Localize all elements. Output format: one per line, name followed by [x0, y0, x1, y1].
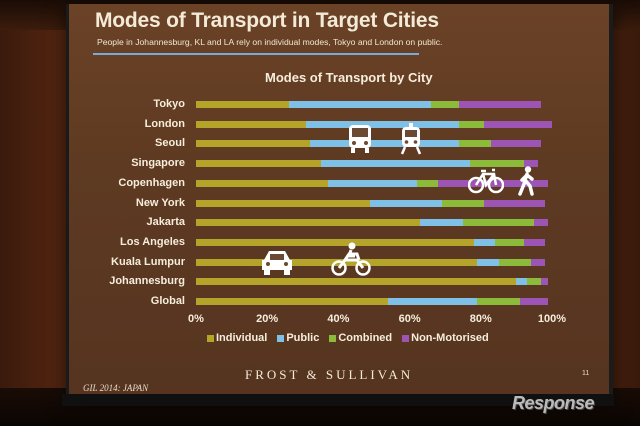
brand-wordmark: FROST & SULLIVAN — [245, 367, 414, 382]
category-label: Singapore — [131, 157, 185, 170]
bar-individual — [196, 120, 307, 128]
title-underline — [93, 53, 419, 55]
x-tick-label: 40% — [327, 313, 350, 325]
bar-public — [306, 120, 460, 128]
bar-non-motorised — [534, 219, 549, 227]
category-label: Seoul — [155, 137, 185, 150]
legend-swatch-combined — [329, 334, 337, 342]
bar-non-motorised — [484, 120, 552, 128]
category-label: Johannesburg — [109, 275, 185, 288]
bar-public — [473, 238, 496, 246]
bar-public — [327, 179, 417, 187]
legend-swatch-individual — [207, 334, 214, 342]
bar-individual — [196, 298, 389, 305]
x-tick-label: 60% — [398, 313, 421, 325]
bar-combined — [416, 179, 439, 187]
bar-public — [370, 199, 442, 207]
bar-non-motorised — [541, 278, 549, 286]
x-tick-label: 20% — [256, 313, 279, 325]
category-label: New York — [135, 196, 185, 209]
bar-individual — [196, 160, 321, 168]
bar-non-motorised — [459, 101, 542, 108]
motorcycle-icon — [331, 242, 371, 276]
x-tick-label: 0% — [188, 313, 204, 325]
legend-label-non-motorised: Non-Motorised — [411, 332, 489, 344]
bar-combined — [527, 278, 542, 286]
bar-individual — [196, 179, 328, 187]
legend-label-public: Public — [286, 332, 320, 344]
pedestrian-icon — [518, 166, 534, 196]
category-label: Los Angeles — [120, 235, 185, 248]
chart-title: Modes of Transport by City — [265, 70, 433, 85]
car-icon — [262, 251, 292, 275]
bar-non-motorised — [530, 258, 545, 266]
slide-subtitle: People in Johannesburg, KL and LA rely o… — [97, 37, 443, 47]
bar-non-motorised — [438, 179, 549, 187]
bar-individual — [196, 199, 371, 207]
bar-public — [420, 219, 463, 227]
category-label: Global — [150, 295, 185, 307]
bar-public — [516, 278, 528, 286]
bar-combined — [470, 160, 524, 168]
projection-screen: Modes of Transport in Target Cities Peop… — [66, 4, 613, 406]
bar-non-motorised — [523, 238, 545, 246]
bar-combined — [459, 120, 485, 128]
bar-individual — [196, 140, 310, 148]
legend-item-non-motorised: Non-Motorised — [402, 332, 489, 344]
legend-item-individual: Individual — [207, 332, 267, 344]
bicycle-icon — [468, 168, 504, 194]
bar-public — [288, 101, 431, 108]
legend-label-individual: Individual — [216, 332, 268, 344]
legend-swatch-non-motorised — [402, 334, 410, 342]
category-label: Tokyo — [153, 98, 185, 110]
bar-individual — [196, 101, 289, 108]
bus-icon — [349, 125, 371, 153]
x-tick-label: 100% — [537, 313, 567, 325]
category-label: Jakarta — [146, 216, 185, 229]
bar-combined — [459, 140, 492, 148]
event-label: GIL 2014: JAPAN — [83, 383, 149, 393]
bar-non-motorised — [484, 199, 545, 207]
legend: Individual Public Combined Non-Motorised — [207, 332, 489, 344]
bar-combined — [495, 238, 524, 246]
bar-combined — [463, 219, 535, 227]
screen-frame-bottom — [62, 394, 614, 406]
tram-icon — [400, 123, 422, 155]
bar-non-motorised — [491, 140, 542, 148]
bar-public — [388, 298, 478, 305]
x-tick-label: 80% — [469, 313, 492, 325]
bar-combined — [477, 298, 520, 305]
bar-non-motorised — [519, 298, 549, 305]
legend-item-public: Public — [277, 332, 319, 344]
bar-public — [477, 258, 499, 266]
bar-combined — [498, 258, 531, 266]
legend-swatch-public — [277, 334, 285, 342]
category-label: Copenhagen — [118, 176, 185, 189]
bar-individual — [196, 238, 474, 246]
bar-individual — [196, 278, 517, 286]
bar-combined — [441, 199, 485, 207]
bar-public — [320, 160, 471, 168]
page-number: 11 — [582, 370, 590, 377]
bar-public — [309, 140, 460, 148]
bar-individual — [196, 219, 421, 227]
category-label: Kuala Lumpur — [111, 255, 185, 268]
bar-non-motorised — [523, 160, 538, 168]
legend-item-combined: Combined — [329, 332, 392, 344]
watermark-logo: Response — [512, 393, 595, 413]
category-label: London — [144, 117, 185, 130]
bar-combined — [430, 101, 460, 108]
slide-title: Modes of Transport in Target Cities — [95, 9, 439, 32]
legend-label-combined: Combined — [338, 332, 393, 344]
